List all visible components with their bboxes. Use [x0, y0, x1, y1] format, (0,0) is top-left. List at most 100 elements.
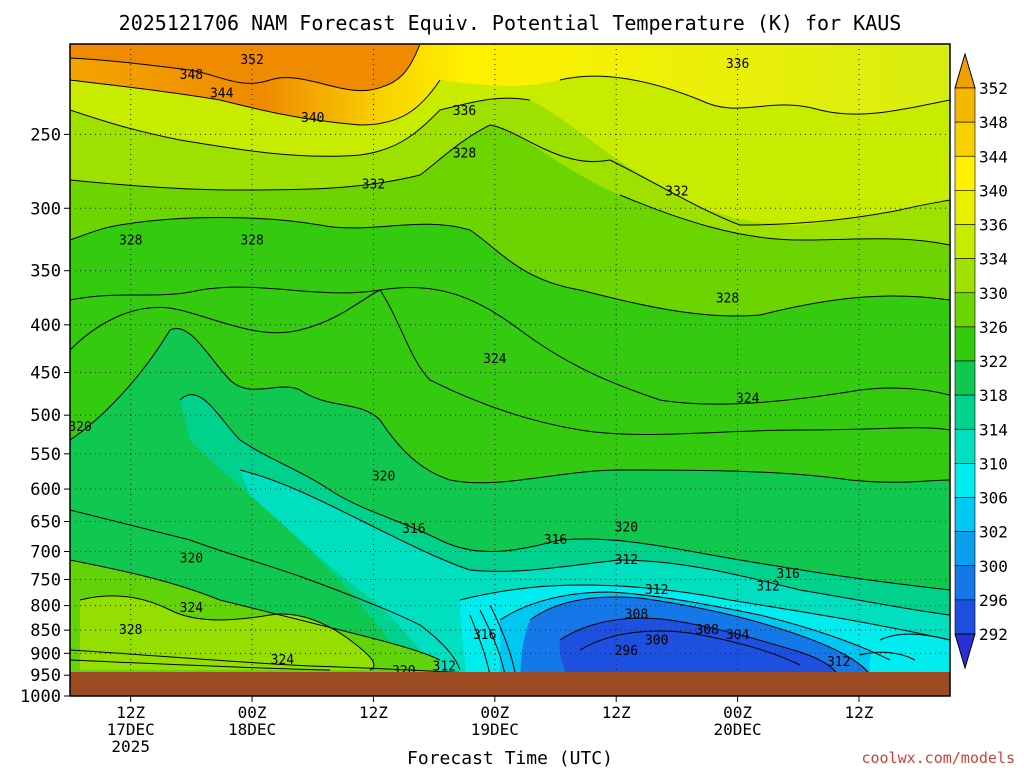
contour-label: 312	[827, 655, 850, 670]
colorbar-swatch	[954, 428, 976, 464]
contour-line	[559, 617, 842, 691]
contour-line	[529, 596, 871, 676]
x-tick-label: 19DEC	[471, 720, 519, 739]
contour-label: 312	[433, 660, 456, 675]
colorbar-swatch	[954, 258, 976, 294]
y-axis: 250 300 350 400 450 500 550 600 650 700 750 800 850 9…	[20, 125, 70, 707]
contour-line	[499, 591, 891, 661]
y-tick-label: 700	[30, 543, 61, 563]
x-tick-label: 12Z	[845, 703, 874, 722]
contour-label-text: 316	[473, 628, 496, 643]
contour-label-text: 324	[271, 653, 295, 668]
colorbar-label: 292	[979, 625, 1008, 644]
y-tick-label: 800	[30, 597, 61, 617]
colorbar-swatch	[954, 326, 976, 362]
contour-label-text: 324	[483, 352, 507, 367]
contour-label: 316	[544, 533, 567, 548]
contour-line	[70, 289, 950, 435]
colorbar-swatch	[954, 394, 976, 430]
contour-label: 328	[119, 234, 142, 249]
contour-line	[239, 469, 950, 616]
contour-label: 296	[615, 644, 638, 659]
contour-line	[859, 651, 916, 661]
x-tick-label: 2025	[111, 737, 150, 756]
y-tick-label: 300	[30, 199, 61, 219]
contour-line	[559, 75, 950, 115]
contour-line	[70, 124, 611, 191]
colorbar-swatch	[954, 121, 976, 157]
colorbar-label: 340	[979, 181, 1008, 200]
y-tick-label: 600	[30, 480, 61, 500]
contour-label-text: 312	[615, 553, 638, 568]
contour-label: 348	[180, 68, 203, 83]
contour-label-text: 328	[453, 146, 476, 161]
contour-line	[70, 44, 421, 92]
contour-line	[70, 659, 331, 671]
colorbar-swatch	[954, 224, 976, 259]
contour-line	[609, 159, 950, 226]
contour-label-text: 312	[827, 655, 850, 670]
contour-label-text: 328	[119, 234, 142, 249]
colorbar-label: 352	[979, 79, 1008, 98]
contour-label-text: 328	[119, 623, 142, 638]
contour-label-text: 320	[372, 470, 395, 485]
colorbar-swatch	[954, 463, 976, 498]
colorbar-label: 326	[979, 318, 1008, 337]
contour-label-text: 316	[544, 533, 567, 548]
contour-line	[79, 595, 375, 671]
contour-label-text: 324	[180, 601, 204, 616]
contour-label-text: 304	[726, 628, 750, 643]
contour-label: 332	[665, 185, 688, 200]
y-tick-label: 750	[30, 570, 61, 590]
contour-label: 332	[362, 178, 385, 193]
y-tick-label: 900	[30, 644, 61, 664]
contour-label: 324	[483, 352, 507, 367]
contour-label: 324	[180, 601, 204, 616]
contour-label-text: 332	[362, 178, 385, 193]
colorbar-swatch	[954, 292, 976, 328]
contour-label: 324	[271, 653, 295, 668]
y-tick-label: 500	[30, 406, 61, 426]
x-axis-title: Forecast Time (UTC)	[407, 748, 613, 768]
colorbar-label: 314	[979, 420, 1008, 439]
colorbar-swatch	[954, 360, 976, 396]
x-tick-label: 00Z	[723, 703, 752, 722]
x-tick-label: 12Z	[359, 703, 388, 722]
chart-title: 2025121706 NAM Forecast Equiv. Potential…	[119, 11, 902, 35]
y-tick-label: 450	[30, 364, 61, 384]
colorbar-label: 336	[979, 216, 1008, 235]
contour-label: 316	[402, 522, 425, 537]
contour-label: 336	[726, 57, 749, 72]
contour-label: 308	[625, 608, 648, 623]
x-tick-label: 12Z	[602, 703, 631, 722]
contour-label-text: 352	[240, 53, 263, 68]
colorbar-label: 296	[979, 591, 1008, 610]
contour-line	[70, 286, 950, 405]
plot-area: 352 348 344 340 336 336 332 332 328 328 328 328 324 3…	[68, 44, 950, 696]
colorbar-bottom-arrow	[954, 633, 976, 670]
contour-label-text: 336	[453, 104, 476, 119]
contour-line	[619, 194, 950, 246]
contour-label-text: 308	[625, 608, 648, 623]
contour-label: 320	[615, 521, 638, 536]
contour-label: 320	[68, 420, 92, 435]
contour-label-text: 348	[180, 68, 203, 83]
plot-frame	[69, 43, 951, 697]
contour-label-text: 316	[402, 522, 425, 537]
colorbar-label: 330	[979, 284, 1008, 303]
colorbar-label: 322	[979, 352, 1008, 371]
contour-label: 344	[210, 87, 234, 102]
contour-line	[70, 79, 441, 126]
y-tick-label: 950	[30, 666, 61, 686]
contour-label: 328	[240, 234, 263, 249]
contour-line	[459, 584, 950, 641]
x-tick-label: 00Z	[480, 703, 509, 722]
contour-line	[70, 97, 531, 157]
contour-label-text: 308	[695, 623, 718, 638]
x-tick-label: 20DEC	[714, 720, 762, 739]
contour-label: 336	[453, 104, 476, 119]
colorbar-swatch	[954, 565, 976, 601]
contour-label-text: 312	[433, 660, 456, 675]
contour-label: 320	[180, 551, 203, 566]
contour-label-text: 320	[68, 420, 91, 435]
